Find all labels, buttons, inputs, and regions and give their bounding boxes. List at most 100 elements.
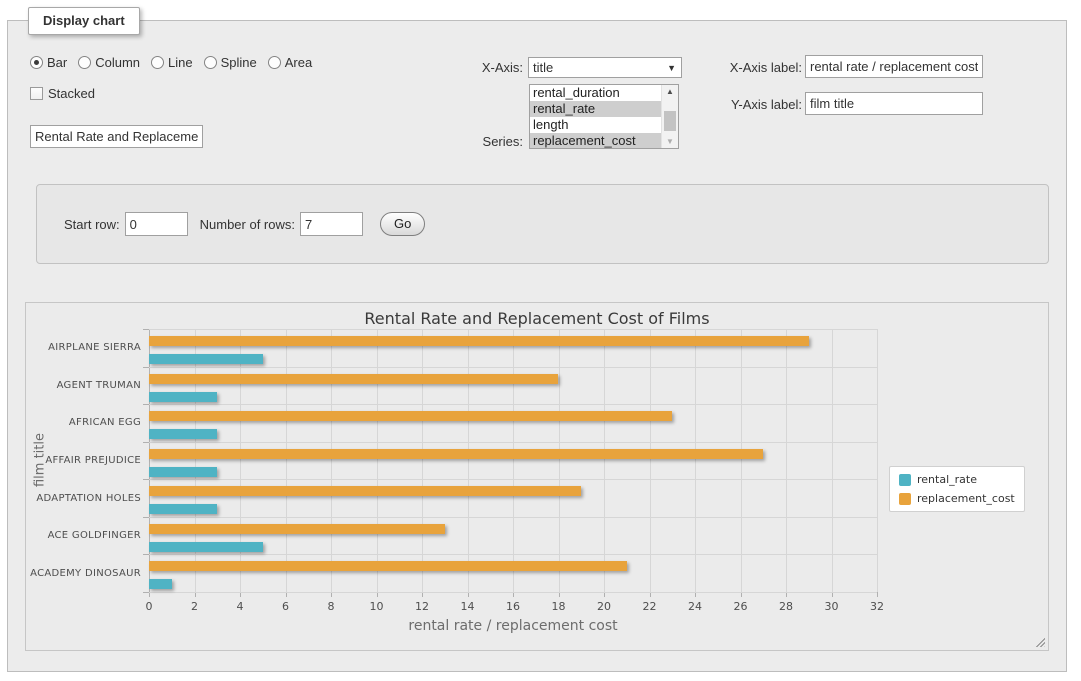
- y-tick-mark: [143, 517, 149, 518]
- chart-title: Rental Rate and Replacement Cost of Film…: [26, 309, 1048, 328]
- chart-type-bar[interactable]: Bar: [30, 55, 67, 70]
- scrollbar-thumb[interactable]: [664, 111, 676, 131]
- x-tick-label: 30: [825, 600, 839, 613]
- y-tick-mark: [143, 442, 149, 443]
- gridline-x-10: [377, 329, 378, 592]
- gridline-x-18: [559, 329, 560, 592]
- x-tick-label: 32: [870, 600, 884, 613]
- x-axis-select[interactable]: title ▼: [528, 57, 682, 78]
- go-button[interactable]: Go: [380, 212, 425, 236]
- x-tick-label: 22: [643, 600, 657, 613]
- chart-type-area[interactable]: Area: [268, 55, 312, 70]
- chart-type-label: Bar: [47, 55, 67, 70]
- series-option-length[interactable]: length: [530, 117, 661, 133]
- chart-type-label: Column: [95, 55, 140, 70]
- gridline-x-8: [331, 329, 332, 592]
- y-tick-mark: [143, 554, 149, 555]
- x-axis-label-input[interactable]: [805, 55, 983, 78]
- x-tick-label: 26: [734, 600, 748, 613]
- x-tick-label: 12: [415, 600, 429, 613]
- series-option-replacement_cost[interactable]: replacement_cost: [530, 133, 661, 149]
- plot-area: [149, 329, 877, 592]
- category-label: ACE GOLDFINGER: [26, 517, 141, 555]
- series-listbox-options: rental_durationrental_ratelengthreplacem…: [530, 85, 661, 148]
- x-axis-select-label: X-Axis:: [443, 57, 523, 78]
- gridline-y: [149, 592, 877, 593]
- bar-replacement_cost: [149, 411, 672, 421]
- gridline-y: [149, 329, 877, 330]
- legend-item-replacement_cost[interactable]: replacement_cost: [899, 492, 1015, 505]
- chart-type-column[interactable]: Column: [78, 55, 140, 70]
- series-listbox[interactable]: rental_durationrental_ratelengthreplacem…: [529, 84, 679, 149]
- chart-type-radio-line[interactable]: [151, 56, 164, 69]
- series-option-rental_rate[interactable]: rental_rate: [530, 101, 661, 117]
- bar-replacement_cost: [149, 524, 445, 534]
- stacked-option[interactable]: Stacked: [30, 86, 95, 101]
- start-row-input[interactable]: [125, 212, 188, 236]
- x-tick-label: 6: [282, 600, 289, 613]
- category-label: AIRPLANE SIERRA: [26, 329, 141, 367]
- chart-title-input[interactable]: [30, 125, 203, 148]
- gridline-x-14: [468, 329, 469, 592]
- gridline-x-30: [832, 329, 833, 592]
- x-tick-label: 14: [461, 600, 475, 613]
- chart-type-label: Spline: [221, 55, 257, 70]
- x-tick-label: 20: [597, 600, 611, 613]
- panel-title: Display chart: [28, 7, 140, 35]
- x-tick-label: 18: [552, 600, 566, 613]
- series-option-rental_duration[interactable]: rental_duration: [530, 85, 661, 101]
- chart-type-radio-area[interactable]: [268, 56, 281, 69]
- scroll-down-icon[interactable]: ▼: [662, 135, 678, 148]
- listbox-scrollbar[interactable]: ▲ ▼: [661, 85, 678, 148]
- x-axis-selected-value: title: [533, 60, 553, 75]
- chart-type-group: Bar Column Line Spline Area: [30, 55, 312, 70]
- gridline-x-12: [422, 329, 423, 592]
- chart-type-spline[interactable]: Spline: [204, 55, 257, 70]
- category-label: AGENT TRUMAN: [26, 367, 141, 405]
- gridline-x-28: [786, 329, 787, 592]
- legend-item-rental_rate[interactable]: rental_rate: [899, 473, 1015, 486]
- chart-type-radio-column[interactable]: [78, 56, 91, 69]
- stacked-checkbox[interactable]: [30, 87, 43, 100]
- gridline-y: [149, 404, 877, 405]
- category-label: ACADEMY DINOSAUR: [26, 554, 141, 592]
- chart-type-line[interactable]: Line: [151, 55, 193, 70]
- num-rows-input[interactable]: [300, 212, 363, 236]
- chart-type-label: Area: [285, 55, 312, 70]
- bar-rental_rate: [149, 429, 217, 439]
- legend-swatch-icon: [899, 474, 911, 486]
- start-row-label: Start row:: [64, 217, 120, 232]
- x-tick-label: 8: [328, 600, 335, 613]
- bar-rental_rate: [149, 467, 217, 477]
- stacked-label: Stacked: [48, 86, 95, 101]
- x-axis-title: rental rate / replacement cost: [408, 618, 617, 634]
- gridline-y: [149, 479, 877, 480]
- scroll-up-icon[interactable]: ▲: [662, 85, 678, 98]
- row-range-panel: Start row: Number of rows: Go: [36, 184, 1049, 264]
- legend-swatch-icon: [899, 493, 911, 505]
- y-axis-label-caption: Y-Axis label:: [718, 94, 802, 115]
- y-axis-label-input[interactable]: [805, 92, 983, 115]
- y-tick-mark: [143, 479, 149, 480]
- gridline-y: [149, 554, 877, 555]
- bar-replacement_cost: [149, 486, 581, 496]
- gridline-x-24: [695, 329, 696, 592]
- x-tick-label: 0: [146, 600, 153, 613]
- gridline-y: [149, 442, 877, 443]
- category-label: AFRICAN EGG: [26, 404, 141, 442]
- chart-type-radio-bar[interactable]: [30, 56, 43, 69]
- series-listbox-label: Series:: [443, 131, 523, 152]
- category-label: AFFAIR PREJUDICE: [26, 442, 141, 480]
- y-tick-mark: [143, 592, 149, 593]
- x-tick-label: 4: [237, 600, 244, 613]
- display-chart-panel: Display chart BarColumnLineSplineArea St…: [7, 20, 1067, 672]
- x-tick-label: 28: [779, 600, 793, 613]
- legend-label: rental_rate: [917, 473, 977, 486]
- y-tick-mark: [143, 329, 149, 330]
- y-tick-mark: [143, 404, 149, 405]
- resize-grip-icon[interactable]: [1034, 636, 1045, 647]
- category-label: ADAPTATION HOLES: [26, 479, 141, 517]
- bar-rental_rate: [149, 542, 263, 552]
- chart-type-radio-spline[interactable]: [204, 56, 217, 69]
- bar-rental_rate: [149, 392, 217, 402]
